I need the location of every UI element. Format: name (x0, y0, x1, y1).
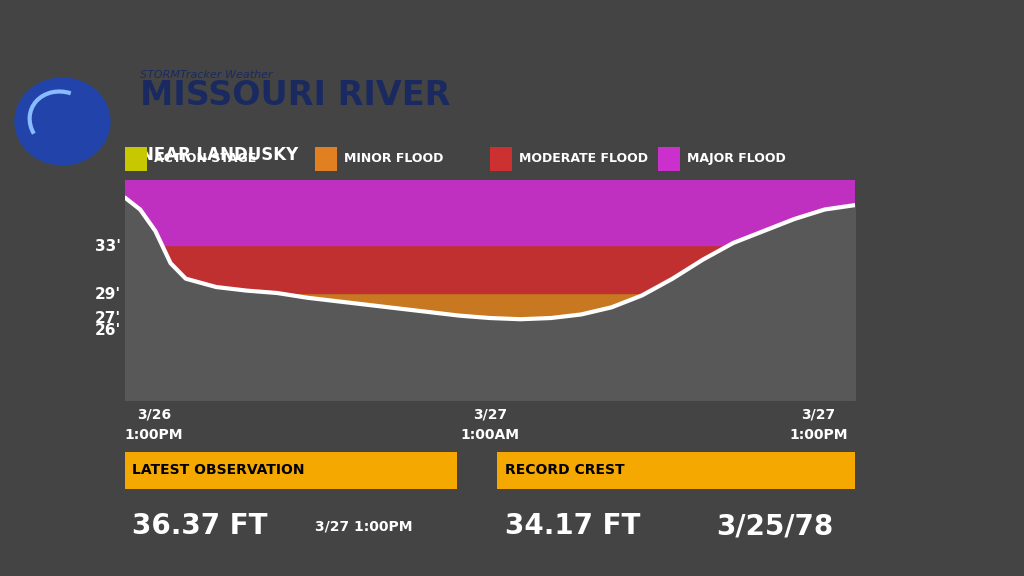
Bar (125, 452, 457, 489)
Text: 1:00PM: 1:00PM (125, 428, 183, 442)
Bar (125, 180, 855, 245)
Text: 3/26: 3/26 (137, 407, 171, 421)
Bar (498, 452, 855, 489)
Text: MAJOR FLOOD: MAJOR FLOOD (687, 153, 785, 165)
Text: 1:00PM: 1:00PM (790, 428, 848, 442)
Text: 3/27 1:00PM: 3/27 1:00PM (314, 520, 413, 533)
Text: NEAR LANDUSKY: NEAR LANDUSKY (139, 146, 298, 164)
Text: 34.17 FT: 34.17 FT (505, 512, 640, 540)
Bar (125, 317, 855, 329)
Bar (125, 146, 146, 172)
Text: 36.37 FT: 36.37 FT (132, 512, 267, 540)
Text: MISSOURI RIVER: MISSOURI RIVER (139, 79, 450, 112)
Bar (314, 146, 337, 172)
Text: STORMTracker Weather: STORMTracker Weather (139, 70, 272, 80)
Text: 1:00AM: 1:00AM (461, 428, 519, 442)
Text: 3/25/78: 3/25/78 (717, 512, 834, 540)
Bar (125, 293, 855, 317)
Bar (125, 245, 855, 293)
Circle shape (15, 78, 110, 165)
Text: 3/27: 3/27 (473, 407, 507, 421)
Text: MODERATE FLOOD: MODERATE FLOOD (519, 153, 648, 165)
Text: RECORD CREST: RECORD CREST (505, 463, 625, 478)
Text: ACTION STAGE: ACTION STAGE (155, 153, 256, 165)
Bar (489, 146, 512, 172)
Bar (657, 146, 680, 172)
Text: LATEST OBSERVATION: LATEST OBSERVATION (132, 463, 305, 478)
Text: 3/27: 3/27 (802, 407, 836, 421)
Text: MINOR FLOOD: MINOR FLOOD (344, 153, 443, 165)
